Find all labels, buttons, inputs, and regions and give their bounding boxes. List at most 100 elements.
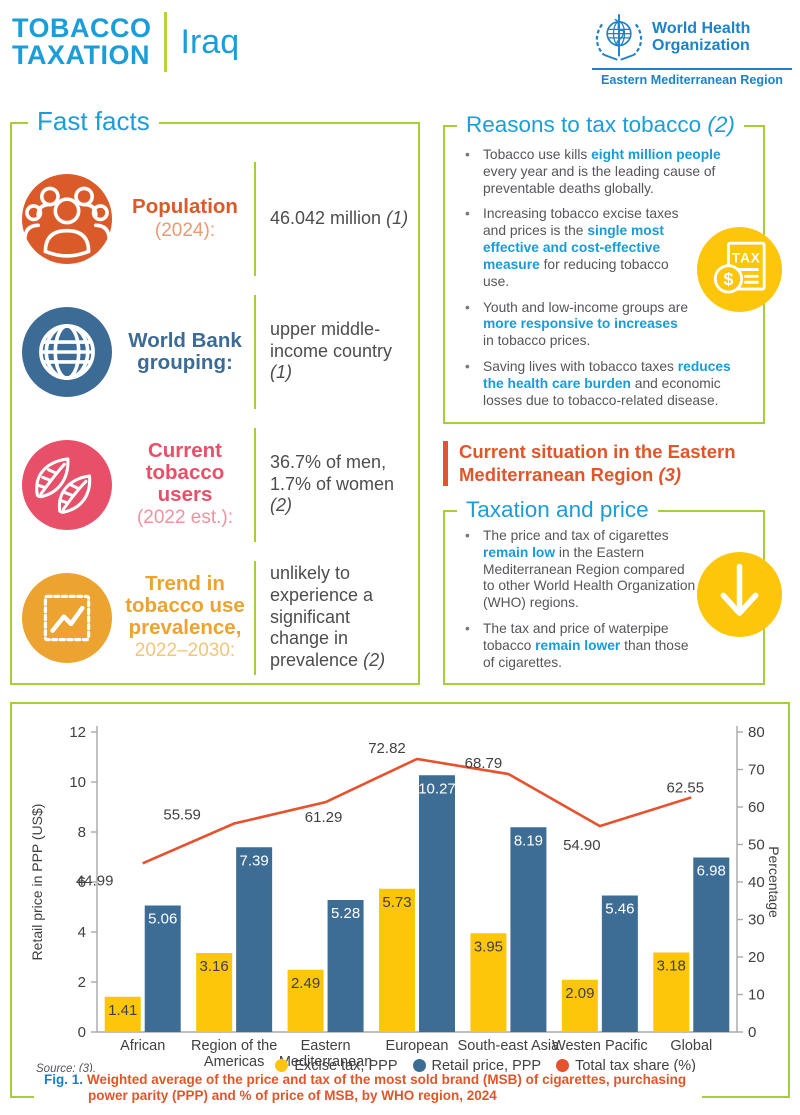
trend-icon: [22, 572, 112, 663]
bullet-item: Increasing tobacco excise taxes and pric…: [461, 206, 689, 290]
who-logo: World Health Organization Eastern Medite…: [592, 10, 792, 87]
svg-text:40: 40: [748, 874, 765, 891]
svg-text:68.79: 68.79: [465, 755, 503, 772]
svg-text:African: African: [120, 1038, 165, 1054]
globe-icon: [22, 306, 112, 397]
svg-text:80: 80: [748, 724, 765, 741]
legend-label: Total tax share (%): [575, 1057, 696, 1074]
svg-text:61.29: 61.29: [305, 809, 343, 826]
people-icon: [22, 173, 112, 264]
svg-text:$: $: [723, 269, 733, 289]
tax-receipt-icon: TAX $: [697, 227, 782, 312]
legend-label: Retail price, PPP: [431, 1057, 542, 1074]
legend-dot: [412, 1059, 426, 1072]
current-situation-heading: Current situation in the Eastern Mediter…: [443, 441, 773, 487]
svg-text:6: 6: [78, 874, 86, 891]
page-title: TOBACCO TAXATION: [12, 15, 152, 69]
figure-caption: Fig. 1. Weighted average of the price and…: [34, 1072, 702, 1105]
figure-number: Fig. 1.: [44, 1072, 84, 1087]
svg-text:3.95: 3.95: [474, 938, 503, 955]
fast-fact-value: 36.7% of men, 1.7% of women (2): [254, 427, 418, 542]
brand-line1: TOBACCO: [12, 13, 152, 43]
legend-dot: [275, 1059, 289, 1072]
down-arrow-icon: [697, 552, 782, 637]
svg-text:3.16: 3.16: [200, 958, 229, 975]
svg-text:10: 10: [69, 774, 86, 791]
fast-fact-title: World Bank grouping:: [128, 328, 242, 374]
taxation-panel: Taxation and price The price and tax of …: [443, 497, 782, 685]
svg-text:20: 20: [748, 949, 765, 966]
svg-text:8.19: 8.19: [514, 832, 543, 849]
svg-text:10: 10: [748, 987, 765, 1004]
svg-text:5.06: 5.06: [148, 911, 177, 928]
fast-fact-row: Current tobacco users (2022 est.): 36.7%…: [12, 418, 418, 551]
fast-fact-value: upper middle-income country (1): [254, 294, 418, 409]
svg-text:0: 0: [748, 1024, 756, 1041]
brand-line2: TAXATION: [12, 40, 150, 70]
fast-fact-subtitle: (2024):: [154, 219, 216, 241]
who-region-label: Eastern Mediterranean Region: [601, 73, 783, 87]
svg-text:60: 60: [748, 799, 765, 816]
fast-fact-row: Trend in tobacco use prevalence, 2022–20…: [12, 551, 418, 684]
fast-facts-panel: Fast facts Population (2024): 46.042 mil…: [10, 106, 420, 685]
who-divider: [592, 68, 792, 70]
who-emblem-icon: [592, 10, 646, 64]
svg-text:30: 30: [748, 912, 765, 929]
svg-text:1.41: 1.41: [108, 1002, 137, 1019]
bullet-item: Tobacco use kills eight million people e…: [461, 147, 755, 197]
fast-facts-title: Fast facts: [28, 106, 159, 137]
svg-text:Global: Global: [670, 1038, 712, 1054]
svg-text:5.73: 5.73: [382, 894, 411, 911]
legend-item: Excise tax, PPP: [275, 1057, 398, 1074]
legend-item: Total tax share (%): [556, 1058, 696, 1074]
who-name: World Health Organization: [652, 19, 751, 54]
country-name: Iraq: [180, 22, 240, 61]
reasons-title: Reasons to tax tobacco (2): [457, 112, 744, 138]
leaves-icon: [22, 439, 112, 530]
svg-text:4: 4: [78, 924, 86, 941]
legend-label: Excise tax, PPP: [294, 1057, 398, 1074]
figure1-chart-area: 0 2 4 6 8 10 12 0 10 20 30 40 50 60 70 80 1.41 3.16 2.49 5.…: [12, 712, 792, 1075]
svg-text:50: 50: [748, 837, 765, 854]
svg-text:3.18: 3.18: [657, 958, 686, 975]
fast-fact-value: 46.042 million (1): [254, 161, 418, 276]
svg-text:55.59: 55.59: [163, 807, 201, 824]
brand-divider: [163, 12, 167, 72]
bullet-item: The tax and price of waterpipe tobacco r…: [461, 621, 699, 671]
fast-fact-row: Population (2024): 46.042 million (1): [12, 152, 418, 285]
svg-text:Westen Pacific: Westen Pacific: [552, 1038, 648, 1054]
svg-text:Americas: Americas: [204, 1054, 264, 1070]
svg-text:European: European: [386, 1038, 449, 1054]
fast-fact-title: Trend in tobacco use prevalence,: [125, 571, 245, 639]
bullet-item: Saving lives with tobacco taxes reduces …: [461, 359, 755, 409]
svg-text:5.28: 5.28: [331, 905, 360, 922]
svg-text:South-east Asia: South-east Asia: [458, 1038, 560, 1054]
svg-text:TAX: TAX: [732, 251, 761, 266]
fast-fact-value: unlikely to experience a significant cha…: [254, 560, 418, 675]
bullet-item: Youth and low-income groups are more res…: [461, 300, 689, 350]
svg-text:7.39: 7.39: [240, 852, 269, 869]
svg-text:2: 2: [78, 974, 86, 991]
svg-text:70: 70: [748, 762, 765, 779]
svg-text:6.98: 6.98: [697, 863, 726, 880]
taxation-bullet-list: The price and tax of cigarettes remain l…: [461, 528, 755, 672]
svg-text:Retail price in PPP (US$): Retail price in PPP (US$): [29, 804, 45, 961]
figure1-chart: 0 2 4 6 8 10 12 0 10 20 30 40 50 60 70 80 1.41 3.16 2.49 5.…: [29, 724, 782, 1070]
svg-text:Percentage: Percentage: [766, 846, 782, 918]
fast-fact-subtitle: 2022–2030:: [134, 640, 236, 662]
fast-fact-title: Current tobacco users: [145, 438, 225, 506]
svg-text:44.99: 44.99: [76, 872, 114, 889]
taxation-title: Taxation and price: [457, 497, 658, 523]
svg-text:Mediterranean: Mediterranean: [279, 1054, 373, 1070]
legend-item: Retail price, PPP: [412, 1057, 542, 1074]
svg-text:Region of the: Region of the: [191, 1038, 277, 1054]
fast-fact-title: Population: [132, 194, 238, 218]
fast-fact-row: World Bank grouping: upper middle-income…: [12, 285, 418, 418]
svg-text:2.09: 2.09: [565, 985, 594, 1002]
reasons-panel: Reasons to tax tobacco (2) Tobacco use k…: [443, 112, 782, 424]
legend-dot: [556, 1059, 570, 1072]
reasons-bullet-list: Tobacco use kills eight million people e…: [461, 147, 755, 410]
svg-text:2.49: 2.49: [291, 975, 320, 992]
brand: TOBACCO TAXATION Iraq: [12, 12, 239, 72]
